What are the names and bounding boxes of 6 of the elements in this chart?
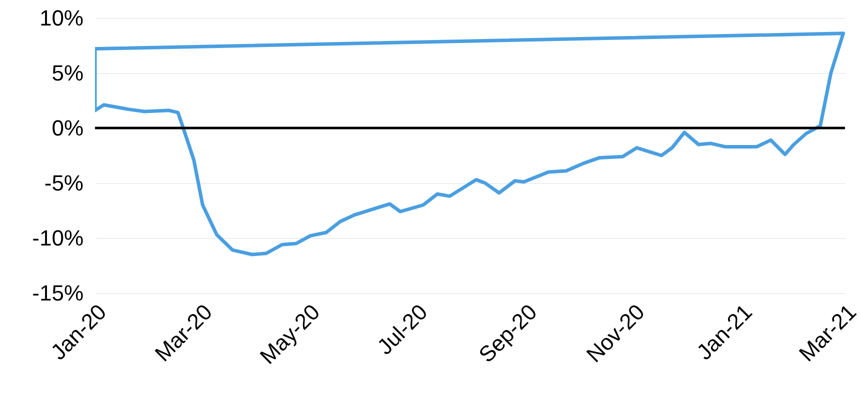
y-tick-label: -15%: [32, 280, 84, 306]
y-tick-label: 10%: [39, 6, 84, 30]
y-tick-label: -10%: [32, 226, 84, 250]
y-tick-label: 5%: [52, 60, 84, 86]
y-tick-label: 0%: [52, 116, 84, 140]
y-tick-label: -5%: [44, 170, 84, 196]
